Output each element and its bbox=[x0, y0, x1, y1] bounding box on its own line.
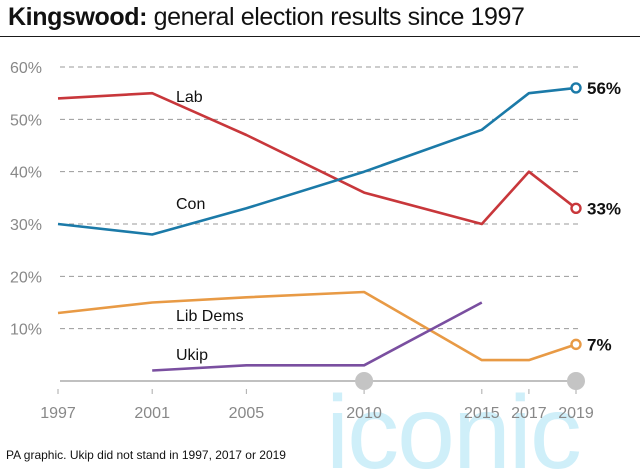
end-value-label-con: 56% bbox=[587, 79, 621, 98]
series-end-point-con bbox=[570, 82, 582, 94]
x-tick-label-2019: 2019 bbox=[558, 405, 594, 422]
series-label-lib-dems: Lib Dems bbox=[176, 308, 244, 325]
y-axis-ticks: 10% 20% 30% 40% 50% 60% bbox=[10, 60, 42, 339]
y-tick-label-40: 40% bbox=[10, 165, 42, 182]
y-tick-label-30: 30% bbox=[10, 217, 42, 234]
series-end-point-lib-dems bbox=[570, 338, 582, 351]
footnote: PA graphic. Ukip did not stand in 1997, … bbox=[6, 448, 286, 462]
series-line-lab bbox=[57, 91, 577, 226]
title-divider bbox=[0, 36, 640, 37]
x-tick-label-2001: 2001 bbox=[134, 405, 170, 422]
end-value-label-lib-dems: 7% bbox=[587, 335, 612, 354]
x-axis-ticks: 1997 2001 2005 2010 2015 2017 2019 bbox=[40, 372, 594, 422]
series-line-lib-dems bbox=[57, 290, 577, 362]
series-label-ukip: Ukip bbox=[176, 347, 208, 364]
series-labels: Lab 33% Con 56% Lib Dems 7% Ukip bbox=[176, 79, 621, 364]
series-end-point-lab bbox=[570, 202, 582, 215]
axis-marker-2010 bbox=[355, 372, 374, 390]
x-tick-label-2017: 2017 bbox=[511, 405, 547, 422]
y-tick-label-60: 60% bbox=[10, 60, 42, 77]
x-tick-label-2015: 2015 bbox=[464, 405, 500, 422]
y-tick-label-10: 10% bbox=[10, 322, 42, 339]
series-label-lab: Lab bbox=[176, 89, 203, 106]
y-tick-label-20: 20% bbox=[10, 269, 42, 286]
chart-title-rest: general election results since 1997 bbox=[147, 3, 525, 31]
end-value-label-lab: 33% bbox=[587, 199, 621, 218]
iconic-watermark: iconic bbox=[326, 375, 580, 470]
chart-title-constituency: Kingswood: bbox=[8, 3, 148, 31]
x-tick-label-2005: 2005 bbox=[229, 405, 265, 422]
x-tick-label-2010: 2010 bbox=[346, 405, 382, 422]
chart-title: Kingswood: general election results sinc… bbox=[8, 3, 525, 32]
axis-marker-2019 bbox=[567, 372, 585, 390]
x-tick-label-1997: 1997 bbox=[40, 405, 76, 422]
series-group bbox=[57, 82, 582, 372]
series-label-con: Con bbox=[176, 196, 205, 213]
series-line-ukip bbox=[152, 301, 483, 372]
y-tick-label-50: 50% bbox=[10, 112, 42, 129]
series-line-con bbox=[57, 86, 577, 236]
